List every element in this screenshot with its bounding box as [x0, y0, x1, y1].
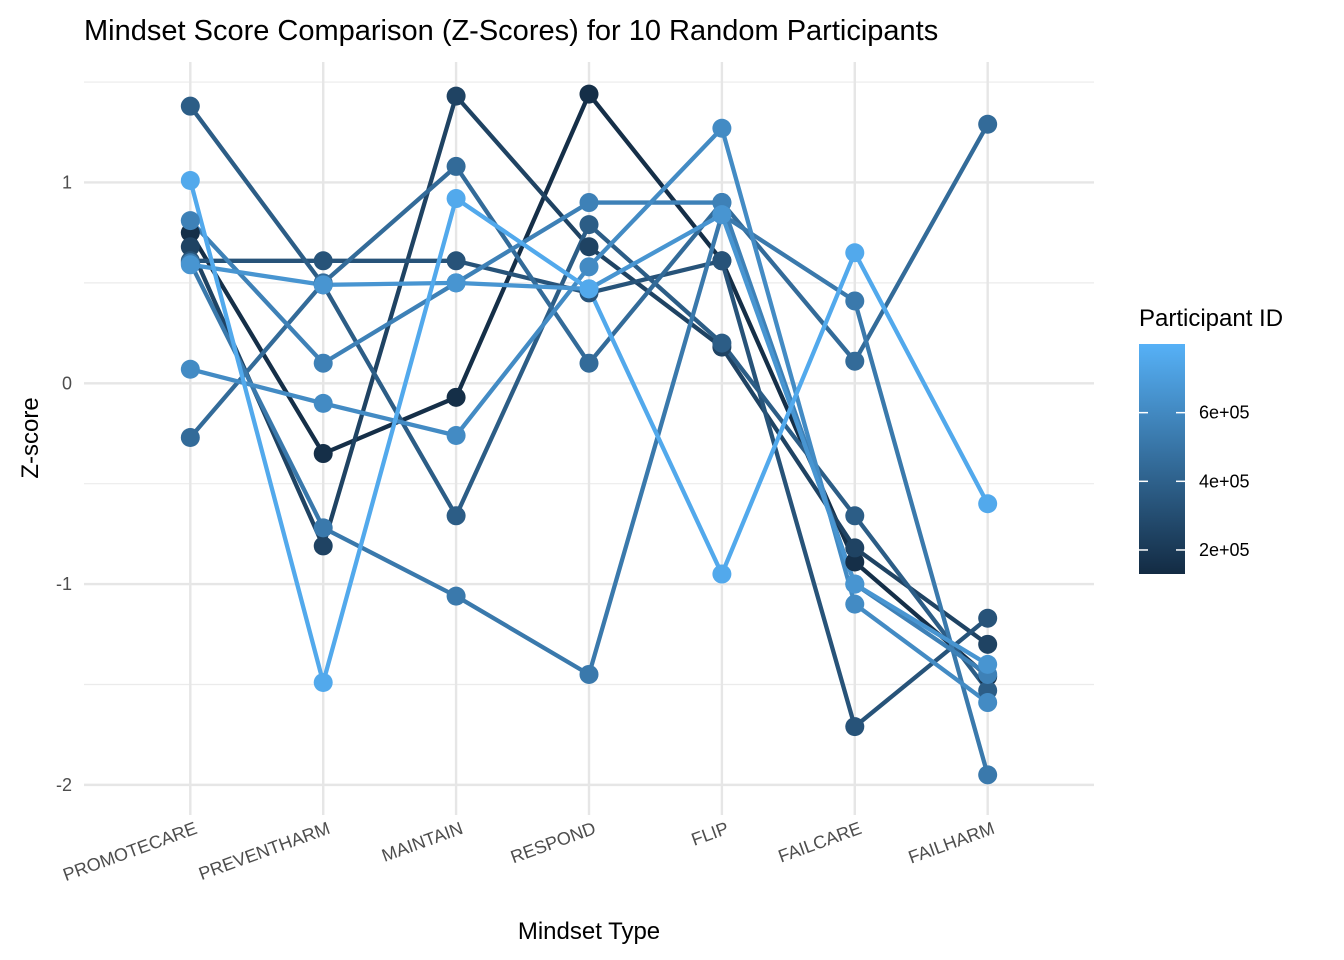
data-point — [978, 765, 998, 785]
data-point — [579, 237, 599, 257]
x-tick-label: RESPOND — [508, 818, 598, 867]
data-point — [845, 552, 865, 572]
data-point — [579, 353, 599, 373]
data-point — [712, 564, 732, 584]
data-point — [579, 257, 599, 277]
data-point — [845, 506, 865, 526]
data-point — [313, 353, 333, 373]
x-axis-title: Mindset Type — [518, 918, 660, 945]
data-point — [978, 494, 998, 514]
data-point — [845, 594, 865, 614]
data-point — [313, 672, 333, 692]
data-point — [313, 251, 333, 271]
data-point — [845, 574, 865, 594]
data-point — [446, 273, 466, 293]
y-tick-label: 0 — [62, 373, 72, 393]
data-point — [845, 351, 865, 371]
x-tick-label: FAILHARM — [906, 818, 997, 868]
y-axis-title: Z-score — [17, 397, 44, 478]
data-point — [180, 211, 200, 231]
x-tick-label: MAINTAIN — [379, 818, 465, 866]
x-tick-label: PROMOTECARE — [60, 818, 199, 885]
data-point — [845, 717, 865, 737]
y-tick-label: 1 — [62, 172, 72, 192]
data-point — [446, 387, 466, 407]
y-tick-label: -1 — [56, 574, 72, 594]
plot-grid — [84, 62, 1094, 815]
y-tick-label: -2 — [56, 775, 72, 795]
data-point — [313, 275, 333, 295]
x-tick-label: FAILCARE — [776, 818, 865, 867]
data-point — [446, 251, 466, 271]
colorbar-tick-label: 6e+05 — [1199, 403, 1250, 423]
data-point — [579, 279, 599, 299]
data-point — [180, 237, 200, 257]
data-point — [313, 536, 333, 556]
x-tick-label: FLIP — [689, 818, 732, 850]
data-point — [180, 96, 200, 116]
data-point — [579, 664, 599, 684]
colorbar-tick-label: 2e+05 — [1199, 540, 1250, 560]
data-point — [978, 634, 998, 654]
y-axis-ticks: -2 -1 0 1 — [56, 172, 72, 794]
data-point — [579, 84, 599, 104]
data-point — [446, 86, 466, 106]
data-point — [978, 654, 998, 674]
data-point — [712, 251, 732, 271]
data-point — [845, 538, 865, 558]
data-point — [845, 243, 865, 263]
data-point — [579, 193, 599, 213]
legend-title: Participant ID — [1139, 305, 1283, 332]
data-point — [446, 189, 466, 209]
x-tick-label: PREVENTHARM — [196, 818, 333, 884]
data-point — [712, 118, 732, 138]
data-point — [978, 693, 998, 713]
colorbar — [1139, 344, 1185, 574]
data-point — [978, 114, 998, 134]
data-point — [712, 205, 732, 225]
data-point — [313, 393, 333, 413]
legend: Participant ID 2e+05 4e+05 6e+05 — [1139, 305, 1283, 574]
data-point — [446, 506, 466, 526]
data-point — [712, 333, 732, 353]
data-point — [180, 170, 200, 190]
data-point — [978, 608, 998, 628]
data-point — [313, 518, 333, 538]
data-point — [845, 291, 865, 311]
colorbar-ticks: 2e+05 4e+05 6e+05 — [1139, 403, 1250, 560]
data-point — [313, 444, 333, 464]
data-point — [180, 255, 200, 275]
series-points — [180, 84, 998, 785]
data-point — [180, 427, 200, 447]
colorbar-tick-label: 4e+05 — [1199, 471, 1250, 491]
data-point — [446, 586, 466, 606]
data-point — [446, 425, 466, 445]
data-point — [579, 215, 599, 235]
data-point — [446, 156, 466, 176]
data-point — [180, 359, 200, 379]
chart-title: Mindset Score Comparison (Z-Scores) for … — [84, 15, 938, 47]
